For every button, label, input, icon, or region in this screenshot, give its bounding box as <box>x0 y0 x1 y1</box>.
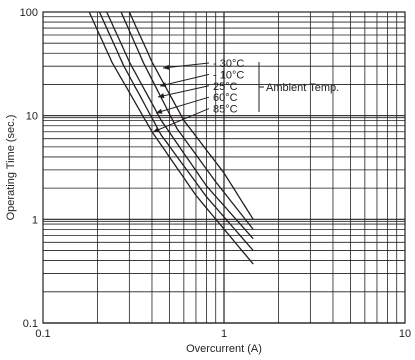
arrow-head <box>158 93 165 99</box>
curve-label: - 10°C <box>213 69 244 81</box>
x-axis-label: Overcurrent (A) <box>186 343 262 355</box>
y-tick-label: 100 <box>20 7 38 19</box>
curve-label: - 30°C <box>213 58 244 70</box>
x-tick-label: 0.1 <box>35 328 50 340</box>
x-tick-label: 10 <box>399 328 411 340</box>
leader-line <box>155 96 210 114</box>
curve-2 <box>106 11 254 240</box>
plot-frame <box>42 11 406 324</box>
curve-series <box>88 11 254 265</box>
arrow-head <box>156 108 163 114</box>
curve-label: 25°C <box>213 81 238 93</box>
curve-1 <box>120 11 254 230</box>
curve-0 <box>128 11 254 220</box>
curve-4 <box>88 11 254 265</box>
x-tick-label: 1 <box>221 328 227 340</box>
y-tick-label: 10 <box>26 111 38 123</box>
leader-line <box>157 85 210 98</box>
arrow-head <box>153 127 160 133</box>
tick-labels: 0.1 1 10 100 10 1 0.1 <box>20 7 411 340</box>
arrow-head <box>163 64 170 70</box>
leader-line <box>162 62 210 69</box>
y-axis-label: Operating Time (sec.) <box>5 115 17 221</box>
curve-label: 60°C <box>213 92 238 104</box>
arrow-head <box>160 82 167 88</box>
leader-line <box>152 108 210 133</box>
curve-label: 85°C <box>213 104 238 116</box>
y-tick-label: 0.1 <box>23 318 38 330</box>
plot-border <box>42 11 406 324</box>
curve-3 <box>98 11 254 251</box>
leader-line <box>159 73 210 87</box>
y-tick-label: 1 <box>32 214 38 226</box>
label-leader-lines <box>152 62 264 133</box>
curve-labels: - 30°C- 10°C25°C60°C85°C <box>213 58 244 116</box>
ambient-temp-annotation: Ambient Temp. <box>266 82 339 94</box>
